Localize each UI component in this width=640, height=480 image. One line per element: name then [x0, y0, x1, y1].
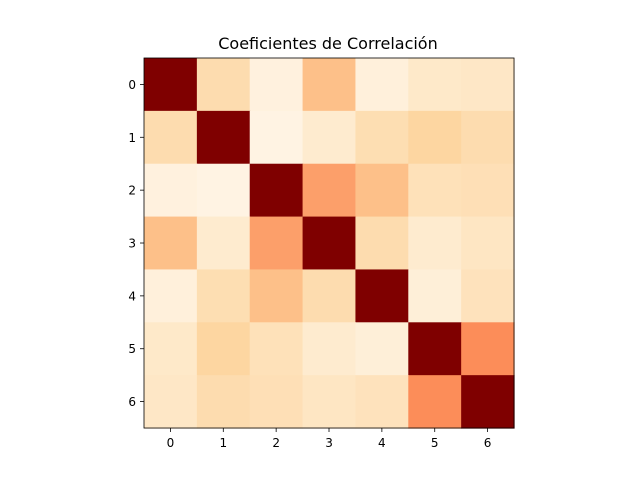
heatmap-cell-r0-c6	[461, 58, 515, 112]
heatmap-cell-r4-c6	[461, 269, 515, 323]
heatmap-cell-r3-c2	[249, 216, 304, 271]
heatmap-cell-r1-c6	[461, 110, 515, 165]
x-tick-label-0: 0	[167, 436, 175, 450]
heatmap-cells	[144, 58, 515, 429]
heatmap-cell-r0-c2	[249, 58, 304, 112]
heatmap-cell-r2-c5	[408, 163, 462, 218]
heatmap-cell-r2-c0	[144, 163, 198, 218]
y-tick-label-3: 3	[128, 237, 136, 251]
heatmap-cell-r5-c1	[196, 322, 251, 376]
heatmap-cell-r1-c3	[302, 110, 357, 165]
x-tick-label-3: 3	[325, 436, 333, 450]
y-tick-label-2: 2	[128, 184, 136, 198]
heatmap-cell-r5-c5	[408, 322, 462, 376]
heatmap-cell-r5-c4	[355, 322, 409, 376]
heatmap-cell-r2-c6	[461, 163, 515, 218]
heatmap-cell-r1-c1	[196, 110, 251, 165]
heatmap-cell-r0-c5	[408, 58, 462, 112]
heatmap-cell-r4-c5	[408, 269, 462, 323]
y-tick-label-5: 5	[128, 342, 136, 356]
heatmap-cell-r5-c6	[461, 322, 515, 376]
x-tick-label-2: 2	[272, 436, 280, 450]
heatmap-cell-r4-c0	[144, 269, 198, 323]
chart-title: Coeficientes de Correlación	[218, 34, 437, 53]
heatmap-cell-r0-c0	[144, 58, 198, 112]
heatmap-cell-r6-c0	[144, 375, 198, 429]
heatmap-cell-r5-c2	[249, 322, 304, 376]
heatmap-cell-r2-c4	[355, 163, 409, 218]
heatmap-cell-r3-c3	[302, 216, 357, 271]
heatmap-cell-r6-c5	[408, 375, 462, 429]
heatmap-cell-r5-c3	[302, 322, 357, 376]
heatmap-cell-r0-c3	[302, 58, 357, 112]
y-tick-label-4: 4	[128, 289, 136, 303]
x-tick-label-4: 4	[378, 436, 386, 450]
heatmap-cell-r6-c6	[461, 375, 515, 429]
heatmap-cell-r4-c1	[196, 269, 251, 323]
heatmap-cell-r1-c0	[144, 110, 198, 165]
heatmap-cell-r3-c0	[144, 216, 198, 271]
heatmap-cell-r0-c4	[355, 58, 409, 112]
heatmap-cell-r3-c6	[461, 216, 515, 271]
heatmap-cell-r6-c1	[196, 375, 251, 429]
heatmap-cell-r2-c3	[302, 163, 357, 218]
x-tick-label-5: 5	[431, 436, 439, 450]
heatmap-cell-r4-c3	[302, 269, 357, 323]
heatmap-cell-r3-c1	[196, 216, 251, 271]
plot-frame	[143, 57, 515, 429]
heatmap-cell-r3-c5	[408, 216, 462, 271]
heatmap-cell-r1-c2	[249, 110, 304, 165]
heatmap-cell-r2-c2	[249, 163, 304, 218]
y-tick-label-6: 6	[128, 395, 136, 409]
y-tick-label-1: 1	[128, 131, 136, 145]
axis-ticks: 0 1 2 3 4 5 6 0 1 2 3 4 5 6	[128, 78, 491, 450]
heatmap-cell-r4-c2	[249, 269, 304, 323]
heatmap-cell-r6-c3	[302, 375, 357, 429]
y-tick-label-0: 0	[128, 78, 136, 92]
heatmap-cell-r6-c4	[355, 375, 409, 429]
heatmap-cell-r0-c1	[196, 58, 251, 112]
heatmap-cell-r6-c2	[249, 375, 304, 429]
heatmap-cell-r5-c0	[144, 322, 198, 376]
x-tick-label-6: 6	[484, 436, 492, 450]
heatmap-cell-r4-c4	[355, 269, 409, 323]
heatmap-cell-r3-c4	[355, 216, 409, 271]
x-tick-label-1: 1	[219, 436, 227, 450]
heatmap-cell-r1-c4	[355, 110, 409, 165]
heatmap-cell-r2-c1	[196, 163, 251, 218]
heatmap-cell-r1-c5	[408, 110, 462, 165]
